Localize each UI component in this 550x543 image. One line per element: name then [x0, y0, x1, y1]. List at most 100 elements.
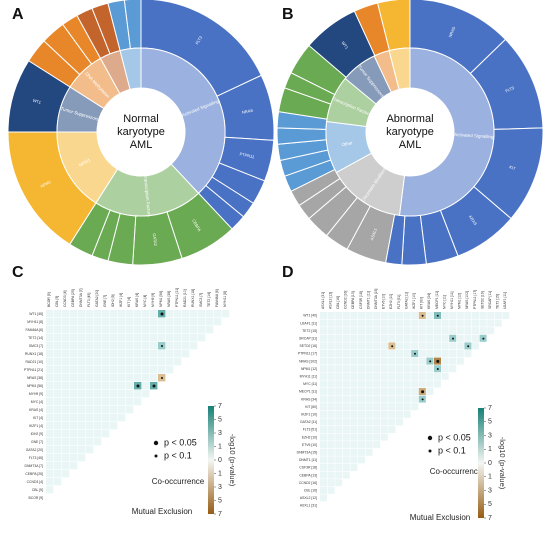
significance-marker — [421, 390, 425, 394]
heatmap-cell — [320, 464, 327, 471]
row-label: KIT [4] — [33, 416, 43, 420]
heatmap-cell — [358, 319, 365, 327]
column-label: CEBPA [25] — [71, 289, 75, 307]
heatmap-cell — [102, 430, 110, 438]
heatmap-cell — [388, 388, 396, 395]
row-label: PTPN11 [21] — [24, 368, 43, 372]
heatmap-cell — [134, 318, 142, 326]
heatmap-cell — [350, 410, 358, 418]
heatmap-cell — [403, 342, 411, 350]
heatmap-cell — [110, 398, 118, 406]
heatmap-cell — [327, 464, 335, 471]
row-label: NRAS [38] — [27, 376, 43, 380]
heatmap-cell — [358, 418, 365, 426]
heatmap-cell — [456, 319, 464, 327]
heatmap-cell — [388, 334, 396, 342]
heatmap-cell — [62, 326, 70, 334]
heatmap-cell — [449, 357, 457, 365]
heatmap-cell — [358, 433, 365, 441]
heatmap-cell — [62, 334, 70, 342]
heatmap-cell — [70, 358, 78, 366]
heatmap-cell — [150, 318, 158, 326]
heatmap-cell — [388, 327, 396, 335]
heatmap-cell — [62, 366, 70, 374]
heatmap-cell — [342, 418, 350, 426]
heatmap-cell — [358, 365, 365, 373]
heatmap-cell — [380, 357, 388, 365]
heatmap-cell — [350, 441, 358, 449]
heatmap-cell — [110, 358, 118, 366]
heatmap-cell — [62, 390, 70, 398]
heatmap-cell — [335, 357, 343, 365]
heatmap-cell — [380, 410, 388, 418]
heatmap-cell — [350, 388, 358, 395]
heatmap-cell — [102, 350, 110, 358]
heatmap-cell — [70, 326, 78, 334]
color-bar-tick-label: 5 — [488, 419, 492, 426]
heatmap-cell — [142, 366, 150, 374]
column-label: SMC3 [7] — [199, 293, 203, 307]
heatmap-cell — [78, 366, 86, 374]
heatmap-cell — [86, 446, 94, 454]
heatmap-cell — [358, 350, 365, 357]
heatmap-cell — [418, 342, 426, 350]
heatmap-cell — [78, 390, 86, 398]
heatmap-cell — [327, 486, 335, 494]
heatmap-cell — [78, 406, 86, 414]
center-label: AML — [399, 139, 422, 151]
heatmap-cell — [118, 366, 126, 374]
heatmap-cell — [190, 342, 198, 350]
color-bar-tick-label: 3 — [488, 487, 492, 494]
outer-ring-label: GATA2 — [152, 233, 159, 247]
heatmap-cell — [380, 319, 388, 327]
heatmap-cell — [396, 312, 403, 319]
panel-label-b: B — [282, 6, 294, 23]
column-label: CEBPA [13] — [351, 291, 355, 309]
heatmap-cell — [365, 403, 373, 411]
heatmap-cell — [396, 365, 403, 373]
heatmap-cell — [456, 312, 464, 319]
heatmap-cell — [54, 366, 62, 374]
heatmap-cell — [54, 310, 62, 318]
heatmap-cell — [54, 350, 62, 358]
heatmap-cell — [388, 380, 396, 388]
heatmap-cell — [380, 327, 388, 335]
heatmap-cell — [158, 318, 166, 326]
heatmap-cell — [373, 395, 381, 403]
heatmap-cell — [46, 470, 54, 478]
heatmap-cell — [46, 406, 54, 414]
heatmap-cell — [335, 418, 343, 426]
heatmap-cell — [94, 382, 102, 390]
column-label: ETV6 [10] — [382, 294, 386, 309]
heatmap-cell — [142, 318, 150, 326]
co-occurrence-label: Co-occurrence — [430, 467, 483, 476]
heatmap-cell — [126, 398, 134, 406]
co-occurrence-label: Co-occurrence — [152, 477, 205, 486]
heatmap-cell — [335, 403, 343, 411]
heatmap-cell — [94, 422, 102, 430]
heatmap-cell — [411, 372, 419, 380]
heatmap-cell — [94, 374, 102, 382]
heatmap-cell — [166, 318, 174, 326]
outer-ring-label: WT1 — [32, 98, 42, 105]
heatmap-cell — [78, 382, 86, 390]
legend-marker-symbol — [428, 449, 432, 453]
heatmap-cell — [126, 342, 134, 350]
heatmap-cell — [388, 312, 396, 319]
heatmap-cell — [411, 312, 419, 319]
heatmap-cell — [373, 418, 381, 426]
color-bar-tick-label: 7 — [488, 405, 492, 412]
heatmap-cell — [388, 372, 396, 380]
heatmap-cell — [350, 350, 358, 357]
heatmap-cell — [441, 357, 449, 365]
center-label: karyotype — [386, 126, 434, 138]
significance-marker — [467, 345, 470, 348]
heatmap-cell — [441, 350, 449, 357]
heatmap-cell — [411, 380, 419, 388]
heatmap-cell — [62, 310, 70, 318]
heatmap-cell — [174, 334, 182, 342]
heatmap-cell — [327, 319, 335, 327]
heatmap-cell — [54, 422, 62, 430]
center-label: AML — [130, 139, 153, 151]
heatmap-cell — [118, 350, 126, 358]
